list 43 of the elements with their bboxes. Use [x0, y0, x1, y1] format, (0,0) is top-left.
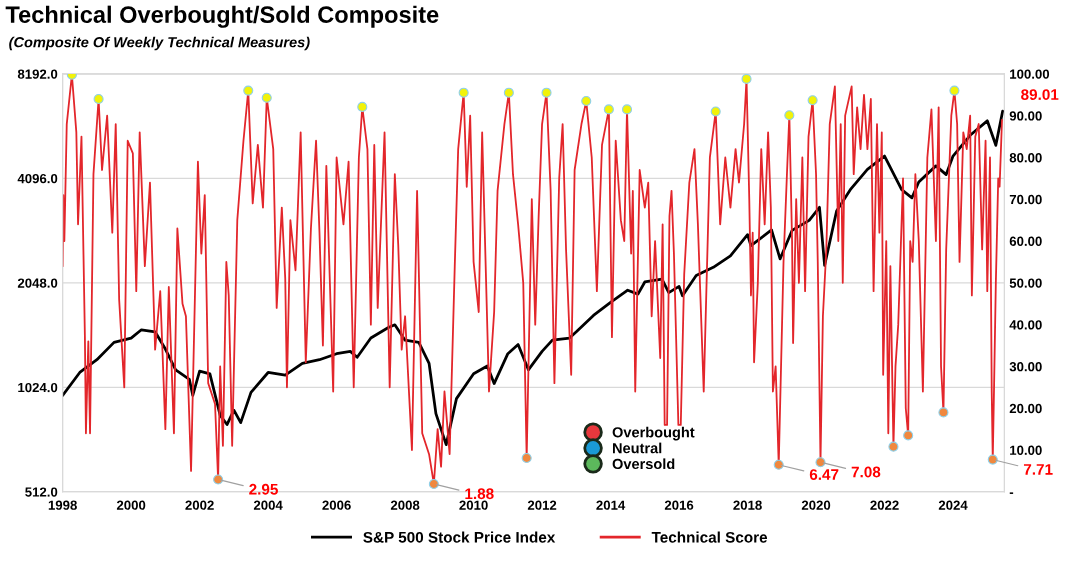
y-tick-label: 4096.0 [17, 173, 58, 184]
y2-tick-label: 70.00 [1009, 194, 1042, 205]
x-tick-label: 2016 [664, 500, 694, 510]
y2-tick-label: 50.00 [1009, 278, 1042, 288]
data-label: 1.88 [465, 488, 494, 500]
data-label: 7.71 [1023, 464, 1053, 475]
x-tick-label: 2010 [459, 500, 488, 510]
legend-label: Neutral [613, 442, 662, 454]
legend-label: Overbought [612, 426, 695, 441]
y-tick-label: 2048.0 [17, 278, 58, 288]
y2-tick-label: 30.00 [1009, 362, 1042, 372]
x-tick-label: 2004 [253, 500, 283, 510]
data-label: 2.95 [249, 483, 278, 495]
legend-label: S&P 500 Stock Price Index [363, 531, 556, 543]
x-tick-label: 2002 [185, 500, 214, 510]
data-label: 6.47 [809, 469, 839, 480]
x-tick-label: 2018 [733, 500, 762, 510]
y2-tick-label: - [1009, 492, 1014, 494]
y2-tick-label: 90.00 [1009, 111, 1042, 121]
x-tick-label: 2006 [322, 500, 351, 510]
x-tick-label: 2020 [801, 500, 831, 510]
x-tick-label: 2024 [938, 500, 968, 510]
legend-label: Oversold [612, 458, 675, 470]
x-tick-label: 2008 [390, 500, 420, 510]
y2-tick-label: 60.00 [1009, 236, 1042, 246]
x-tick-label: 2000 [116, 500, 146, 510]
y2-tick-label: 100.00 [1010, 69, 1050, 79]
y-tick-label: 1024.0 [18, 382, 58, 393]
text: 89.01 [1021, 89, 1059, 100]
y2-tick-label: 20.00 [1009, 403, 1042, 414]
y2-tick-label: 40.00 [1009, 320, 1042, 330]
data-label: 7.08 [851, 466, 881, 478]
y-tick-label: 512.0 [25, 487, 58, 497]
x-tick-label: 2022 [870, 500, 899, 510]
y-tick-label: 8192.0 [17, 69, 58, 79]
x-tick-label: 2012 [527, 500, 557, 510]
x-tick-label: 2014 [596, 500, 626, 510]
chart-subtitle: (Composite Of Weekly Technical Measures) [9, 36, 310, 51]
chart-title: Technical Overbought/Sold Composite [5, 5, 439, 28]
legend-label: Technical Score [651, 531, 768, 543]
y2-tick-label: 10.00 [1010, 445, 1042, 455]
x-tick-label: 1998 [48, 500, 77, 510]
y2-tick-label: 80.00 [1009, 153, 1042, 163]
